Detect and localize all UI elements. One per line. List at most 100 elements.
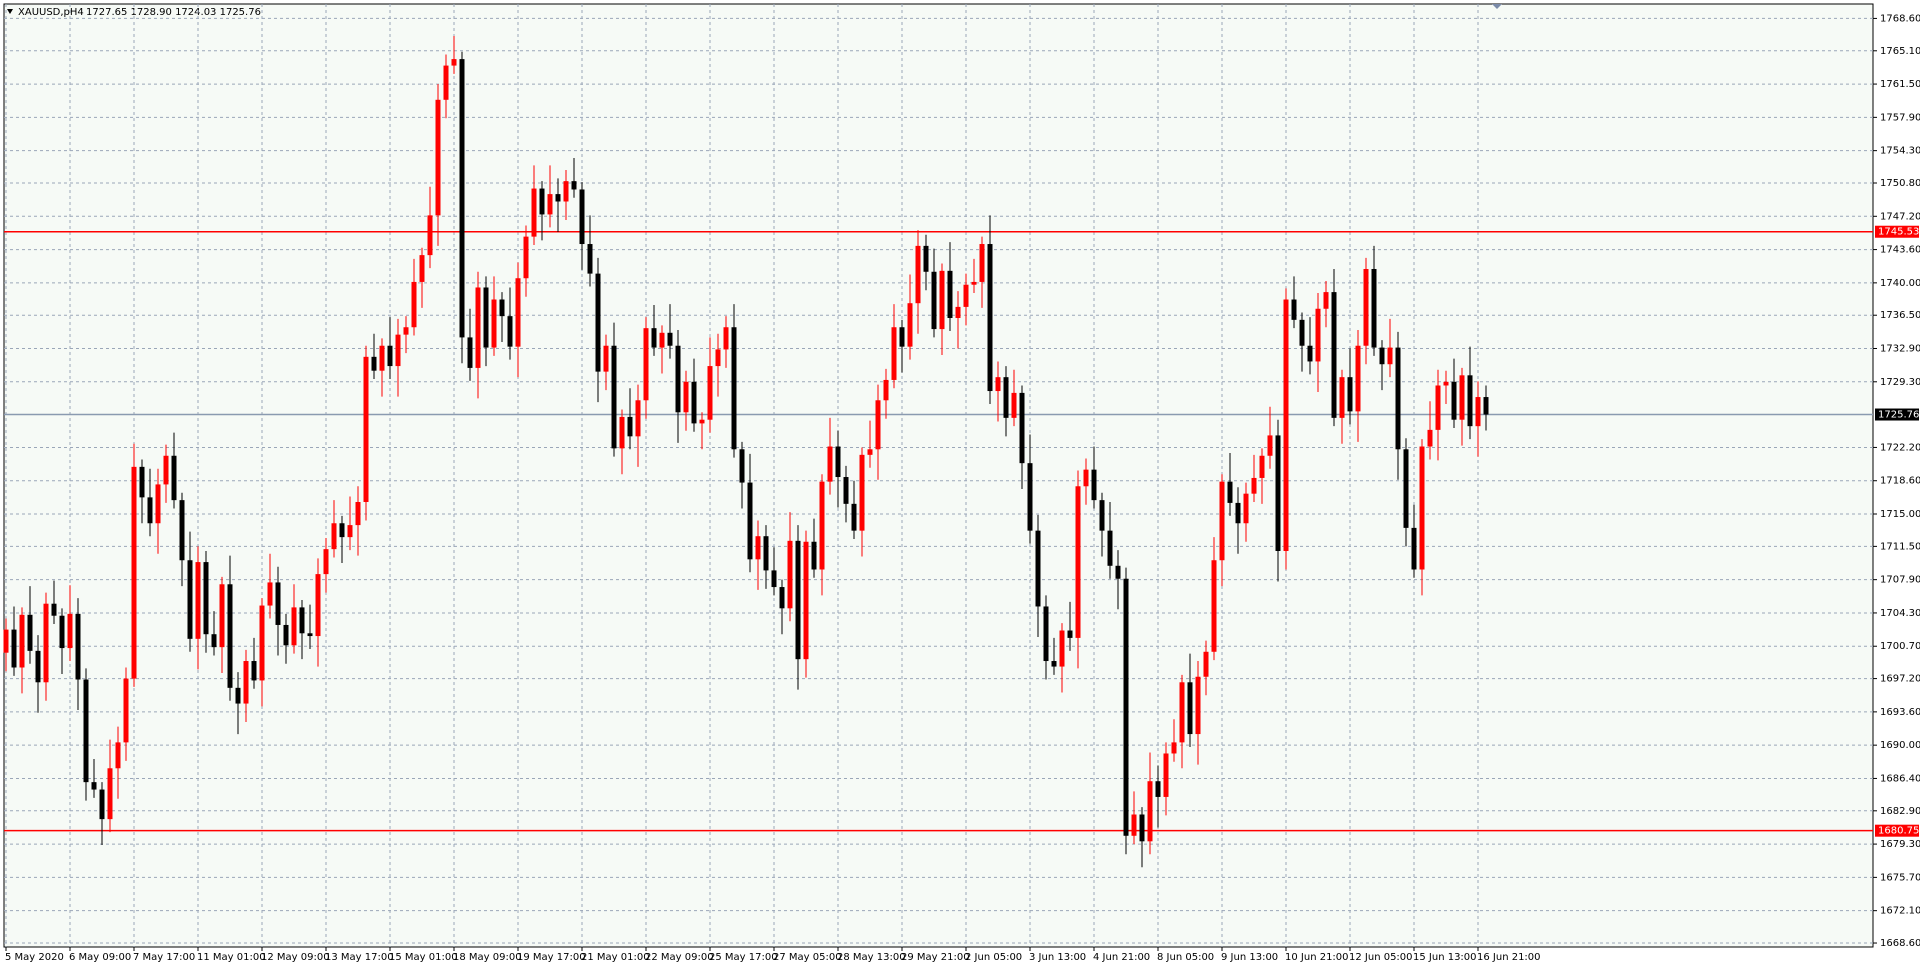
candle-body: [1411, 527, 1417, 570]
candle-body: [99, 789, 105, 820]
candle-body: [1211, 560, 1217, 652]
candle-body: [603, 345, 609, 372]
candle-body: [1003, 377, 1009, 418]
shift-marker[interactable]: [1492, 4, 1502, 9]
y-tick-label: 1700.70: [1880, 641, 1920, 652]
candle-body: [235, 687, 241, 704]
candle-body: [427, 215, 433, 256]
dropdown-icon[interactable]: [7, 9, 13, 14]
candle-body: [123, 678, 129, 743]
x-tick-label: 15 Jun 13:00: [1413, 952, 1477, 963]
x-tick-label: 19 May 17:00: [517, 952, 586, 963]
candle-body: [851, 503, 857, 531]
candle-body: [251, 661, 257, 681]
x-tick-label: 10 Jun 21:00: [1285, 952, 1349, 963]
candle-body: [747, 482, 753, 560]
candle-body: [931, 271, 937, 330]
y-tick-label: 1757.90: [1880, 112, 1920, 123]
y-tick-label: 1754.30: [1880, 146, 1920, 157]
candle-body: [1259, 455, 1265, 478]
candle-body: [811, 541, 817, 570]
candle-body: [1035, 530, 1041, 607]
candle-body: [11, 629, 17, 668]
price-tag: [1875, 824, 1919, 837]
plot-area: [3, 3, 1874, 948]
y-tick-label: 1740.00: [1880, 278, 1920, 289]
candle-body: [1283, 299, 1289, 551]
candle-body: [659, 332, 665, 348]
candle-body: [803, 541, 809, 660]
candle-body: [91, 782, 97, 790]
candle-body: [1131, 814, 1137, 836]
candle-body: [731, 327, 737, 450]
x-tick-label: 5 May 2020: [5, 952, 64, 963]
candle-body: [1235, 502, 1241, 524]
candle-body: [955, 306, 961, 318]
candle-body: [691, 381, 697, 424]
y-tick-label: 1715.00: [1880, 509, 1920, 520]
y-tick-label: 1675.70: [1880, 872, 1920, 883]
candle-body: [315, 574, 321, 637]
candle-body: [1171, 742, 1177, 754]
candle-body: [707, 366, 713, 420]
candle-body: [1051, 661, 1057, 667]
y-tick-label: 1668.60: [1880, 938, 1920, 949]
candle-body: [179, 500, 185, 561]
candle-body: [387, 345, 393, 367]
x-tick-label: 12 May 09:00: [261, 952, 330, 963]
candle-body: [1275, 435, 1281, 551]
x-tick-label: 11 May 01:00: [197, 952, 266, 963]
candle-body: [475, 287, 481, 368]
candle-body: [1019, 392, 1025, 464]
price-tag-label: 1725.76: [1878, 410, 1919, 421]
candle-body: [491, 299, 497, 348]
candle-body: [1475, 397, 1481, 427]
y-tick-label: 1729.30: [1880, 377, 1920, 388]
candle-body: [443, 65, 449, 100]
y-tick-label: 1693.60: [1880, 707, 1920, 718]
candle-body: [939, 270, 945, 330]
candle-body: [763, 536, 769, 571]
candle-body: [971, 281, 977, 285]
candle-body: [787, 540, 793, 609]
candle-body: [1483, 397, 1489, 415]
candle-body: [1011, 392, 1017, 418]
y-tick-label: 1679.30: [1880, 839, 1920, 850]
candle-body: [411, 281, 417, 328]
candle-body: [1163, 753, 1169, 797]
y-tick-label: 1761.50: [1880, 79, 1920, 90]
x-tick-label: 16 Jun 21:00: [1477, 952, 1541, 963]
candle-body: [1395, 347, 1401, 450]
candle-body: [379, 345, 385, 371]
x-tick-label: 15 May 01:00: [389, 952, 458, 963]
candle-body: [139, 466, 145, 498]
candle-body: [163, 455, 169, 485]
candle-body: [187, 560, 193, 639]
candle-body: [1291, 299, 1297, 320]
x-tick-label: 28 May 13:00: [837, 952, 906, 963]
y-tick-label: 1686.40: [1880, 773, 1920, 784]
candle-body: [1203, 651, 1209, 677]
candle-body: [1403, 449, 1409, 528]
candle-body: [891, 327, 897, 380]
candle-body: [1435, 385, 1441, 430]
candle-body: [699, 419, 705, 424]
candle-body: [523, 236, 529, 279]
candle-body: [819, 481, 825, 570]
candle-body: [579, 189, 585, 245]
x-tick-label: 9 Jun 13:00: [1221, 952, 1278, 963]
candle-body: [307, 633, 313, 637]
candle-body: [1467, 375, 1473, 427]
candle-body: [1099, 500, 1105, 531]
x-tick-label: 18 May 09:00: [453, 952, 522, 963]
y-tick-label: 1682.90: [1880, 806, 1920, 817]
candle-body: [755, 536, 761, 560]
candle-body: [1091, 469, 1097, 501]
candle-body: [211, 634, 217, 648]
candle-body: [1147, 781, 1153, 842]
candle-body: [923, 245, 929, 272]
candle-body: [283, 624, 289, 646]
candle-body: [1379, 347, 1385, 365]
candle-body: [1107, 530, 1113, 566]
